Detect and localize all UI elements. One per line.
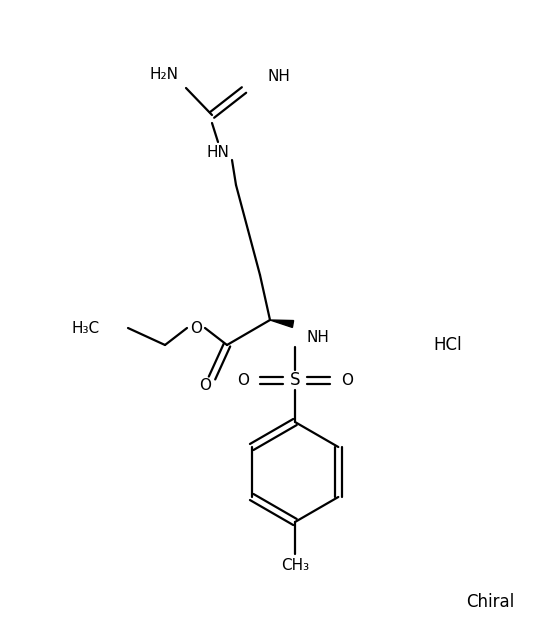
Text: H₂N: H₂N bbox=[149, 67, 178, 81]
Text: O: O bbox=[341, 372, 353, 387]
Text: NH: NH bbox=[307, 330, 330, 344]
Text: CH₃: CH₃ bbox=[281, 559, 309, 573]
Polygon shape bbox=[270, 320, 294, 328]
Text: NH: NH bbox=[268, 68, 291, 83]
Text: Chiral: Chiral bbox=[466, 593, 514, 611]
Text: S: S bbox=[290, 371, 300, 389]
Text: O: O bbox=[190, 321, 202, 335]
Text: O: O bbox=[199, 378, 211, 394]
Text: HN: HN bbox=[207, 145, 229, 159]
Text: H₃C: H₃C bbox=[72, 321, 100, 335]
Text: O: O bbox=[237, 372, 249, 387]
Text: HCl: HCl bbox=[434, 336, 462, 354]
